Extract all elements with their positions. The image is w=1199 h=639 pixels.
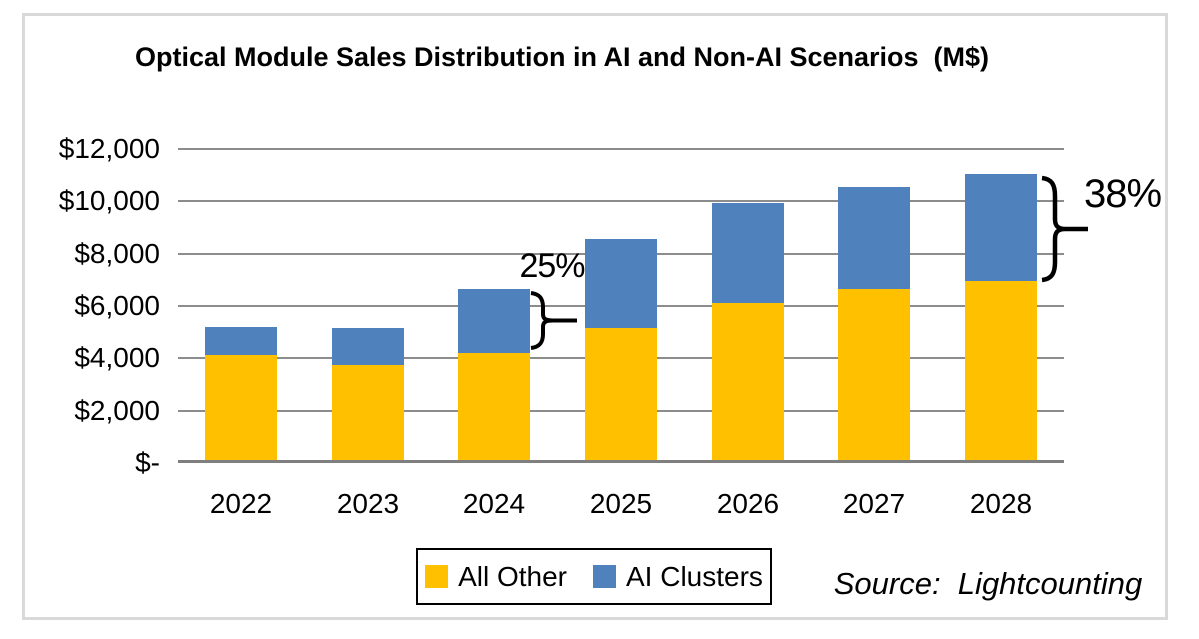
bar-segment-ai-clusters-2025 (585, 239, 657, 328)
x-axis-labels: 2022 2023 2024 2025 2026 2027 2028 (178, 488, 1064, 522)
legend-item-all-other: All Other (425, 560, 567, 592)
annotation-38-percent: 38% (1084, 172, 1162, 216)
y-tick-label: $6,000 (74, 290, 160, 321)
bar-segment-all-other-2026 (712, 303, 784, 460)
y-tick-label: $8,000 (74, 238, 160, 269)
bar-segment-all-other-2027 (838, 289, 910, 460)
bar-segment-all-other-2028 (965, 281, 1037, 460)
bar-segment-ai-clusters-2022 (205, 327, 277, 355)
ai-clusters-swatch-icon (593, 565, 616, 588)
y-tick-label: $12,000 (58, 133, 160, 164)
x-tick-label-2026: 2026 (716, 488, 780, 519)
y-tick-label: $2,000 (74, 395, 160, 426)
legend-label-ai-clusters: AI Clusters (626, 560, 763, 592)
y-tick-label: $10,000 (58, 185, 160, 216)
x-tick-label-2027: 2027 (842, 488, 906, 519)
legend-label-all-other: All Other (458, 560, 567, 592)
x-tick-label-2022: 2022 (209, 488, 273, 519)
x-tick-label-2028: 2028 (969, 488, 1033, 519)
brace-25-icon (530, 291, 577, 350)
bar-segment-all-other-2025 (585, 328, 657, 460)
x-tick-label-2024: 2024 (462, 488, 526, 519)
legend: All Other AI Clusters (416, 548, 772, 605)
bar-segment-ai-clusters-2024 (458, 289, 530, 353)
legend-item-ai-clusters: AI Clusters (593, 560, 763, 592)
chart-title: Optical Module Sales Distribution in AI … (134, 42, 990, 72)
brace-38-icon (1041, 175, 1088, 283)
all-other-swatch-icon (425, 565, 449, 588)
bar-segment-ai-clusters-2028 (965, 174, 1037, 281)
bar-segment-all-other-2023 (332, 365, 404, 460)
bar-segment-all-other-2024 (458, 353, 530, 460)
x-tick-label-2023: 2023 (336, 488, 400, 519)
plot-area (178, 148, 1064, 463)
gridline (178, 200, 1064, 202)
gridline (178, 148, 1064, 150)
annotation-25-percent: 25% (519, 247, 585, 285)
bar-segment-ai-clusters-2023 (332, 328, 404, 365)
bar-segment-ai-clusters-2026 (712, 203, 784, 303)
y-axis-labels: $12,000 $10,000 $8,000 $6,000 $4,000 $2,000 $- (18, 0, 160, 639)
bar-segment-all-other-2022 (205, 355, 277, 460)
x-tick-label-2025: 2025 (589, 488, 653, 519)
y-tick-label: $- (135, 447, 160, 478)
y-tick-label: $4,000 (74, 342, 160, 373)
source-caption: Source: Lightcounting (833, 566, 1143, 601)
bar-segment-ai-clusters-2027 (838, 187, 910, 289)
